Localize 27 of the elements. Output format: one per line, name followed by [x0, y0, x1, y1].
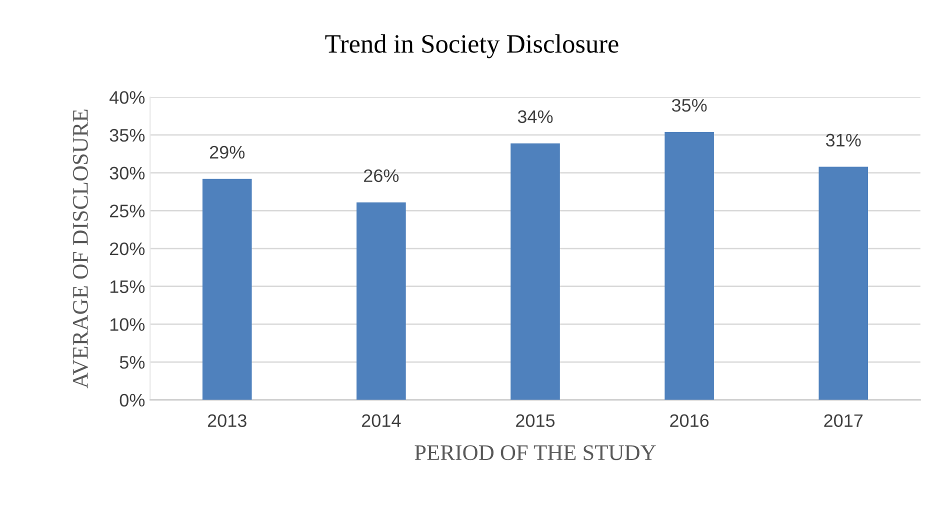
bar	[510, 143, 560, 400]
x-tick-label: 2017	[824, 414, 863, 428]
y-tick-label: 20%	[110, 242, 145, 256]
y-tick-label: 30%	[110, 166, 145, 180]
data-label: 26%	[364, 169, 399, 182]
x-axis-title: PERIOD OF THE STUDY	[414, 445, 656, 460]
chart-title: Trend in Society Disclosure	[325, 34, 618, 58]
data-label: 34%	[518, 110, 553, 124]
y-tick-label: 25%	[110, 204, 145, 218]
bar	[818, 166, 868, 400]
data-label: 31%	[826, 134, 861, 147]
y-tick-label: 5%	[120, 356, 145, 369]
bar	[356, 202, 406, 400]
x-tick-label: 2013	[208, 414, 246, 428]
x-tick-label: 2016	[670, 414, 709, 428]
y-tick-label: 40%	[110, 91, 145, 104]
bar	[202, 178, 252, 400]
data-label: 35%	[672, 98, 707, 112]
y-tick-label: 35%	[110, 128, 145, 142]
y-tick-label: 15%	[110, 280, 145, 294]
x-tick-label: 2014	[362, 414, 401, 428]
y-tick-label: 0%	[120, 394, 145, 407]
data-label: 29%	[210, 146, 245, 159]
y-tick-label: 10%	[110, 318, 145, 331]
x-tick-label: 2015	[516, 414, 555, 428]
y-axis-title: AVERAGE OF DISCLOSURE	[72, 110, 88, 388]
bar	[664, 132, 714, 400]
